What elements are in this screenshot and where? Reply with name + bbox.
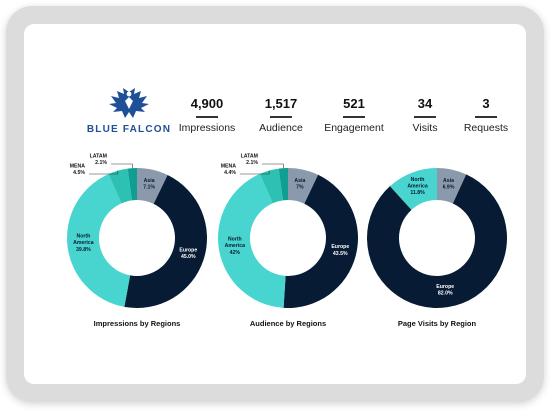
donut-charts: Asia 7.1% Europe 45.0% North America 39.8% MENA…	[67, 154, 508, 328]
slice-europe	[283, 174, 358, 308]
stat-label: Visits	[412, 122, 438, 134]
slice-asia	[437, 168, 467, 204]
slice-label-mena: MENA 4.5%	[70, 164, 86, 177]
stat-label: Requests	[463, 122, 509, 134]
stat-label: Engagement	[324, 122, 384, 134]
device-frame: BLUE FALCON 4,900 Impressions 1,517 Audi…	[6, 6, 544, 402]
slice-label-latam: LATAM 2.1%	[241, 154, 259, 167]
chart-title: Audience by Regions	[250, 319, 326, 328]
slice-europe	[367, 174, 508, 308]
chart-title: Impressions by Regions	[94, 319, 181, 328]
leader-line-latam	[262, 163, 284, 169]
falcon-logo-icon	[109, 88, 149, 118]
slice-label-latam: LATAM 2.1%	[90, 154, 108, 167]
stat-divider	[475, 116, 497, 118]
slice-asia	[288, 168, 319, 204]
leader-line-mena	[240, 170, 270, 175]
slice-label-north-america: North America 39.8%	[73, 234, 94, 253]
slice-label-north-america: North America 42%	[225, 237, 246, 256]
stat-audience: 1,517 Audience	[251, 96, 311, 134]
slice-label-mena: MENA 4.4%	[221, 164, 237, 177]
stat-divider	[270, 116, 292, 118]
stat-engagement: 521 Engagement	[318, 96, 390, 134]
stat-divider	[196, 116, 218, 118]
stat-label: Audience	[259, 122, 303, 134]
slice-europe	[124, 175, 207, 308]
slice-label-europe: Europe 45.0%	[179, 247, 197, 260]
slice-label-asia: Asia 6.9%	[443, 178, 455, 191]
slice-label-europe: Europe 43.5%	[331, 244, 349, 257]
brand-logo: BLUE FALCON	[74, 86, 184, 135]
slice-north-america	[67, 174, 131, 307]
stat-impressions: 4,900 Impressions	[172, 96, 242, 134]
slice-north-america	[389, 168, 437, 210]
slice-label-north-america: North America 11.8%	[407, 177, 428, 196]
stat-divider	[343, 116, 365, 118]
slice-asia	[137, 168, 168, 204]
stat-visits: 34 Visits	[399, 96, 451, 134]
slice-mena	[259, 168, 283, 204]
dashboard-screen: BLUE FALCON 4,900 Impressions 1,517 Audi…	[24, 24, 526, 384]
chart-title: Page Visits by Region	[398, 319, 477, 328]
brand-name: BLUE FALCON	[86, 124, 172, 135]
stat-value: 521	[343, 96, 365, 111]
slice-label-europe: Europe 82.0%	[436, 284, 454, 297]
leader-line-latam	[111, 163, 133, 169]
stat-divider	[414, 116, 436, 118]
stat-value: 1,517	[264, 96, 298, 111]
stat-requests: 3 Requests	[458, 96, 514, 134]
leader-line-mena	[89, 170, 119, 175]
stat-value: 4,900	[190, 96, 224, 111]
slice-label-asia: Asia 7%	[294, 178, 305, 191]
slice-latam	[127, 168, 137, 201]
slice-mena	[108, 168, 132, 204]
slice-north-america	[217, 173, 286, 308]
stat-label: Impressions	[178, 122, 236, 134]
stat-value: 3	[482, 96, 490, 111]
slice-label-asia: Asia 7.1%	[143, 178, 155, 191]
stat-value: 34	[417, 96, 433, 111]
slice-latam	[278, 168, 288, 201]
